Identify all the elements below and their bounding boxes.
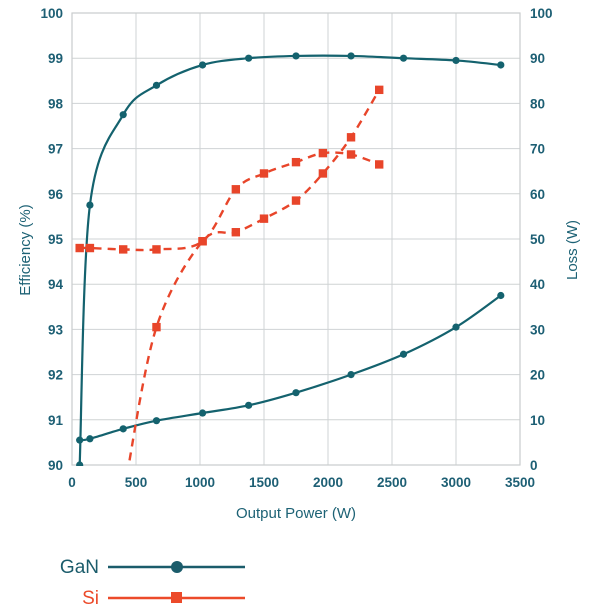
y2-tick-label: 0 (530, 458, 538, 473)
y2-tick-label: 30 (530, 322, 545, 337)
legend-label-si: Si (82, 588, 99, 609)
x-tick-label: 3000 (441, 475, 471, 490)
data-point (119, 245, 128, 254)
y-tick-label: 90 (48, 458, 63, 473)
data-point (76, 436, 84, 444)
data-point (259, 169, 269, 178)
y-axis-title: Efficiency (%) (17, 204, 34, 295)
data-point (231, 228, 241, 237)
x-tick-label: 2500 (377, 475, 407, 490)
data-point (75, 243, 84, 253)
legend-marker-si-square (171, 592, 182, 603)
y2-tick-label: 80 (530, 96, 545, 111)
data-point (291, 157, 301, 167)
x-tick-label: 1000 (185, 475, 215, 490)
y2-tick-label: 40 (530, 277, 545, 292)
data-point (119, 111, 127, 119)
x-tick-label: 1500 (249, 475, 279, 490)
data-point (318, 169, 328, 178)
data-point (347, 52, 355, 60)
data-point (152, 245, 161, 254)
data-point (452, 56, 460, 65)
data-point (346, 133, 356, 142)
y-tick-label: 96 (48, 187, 64, 202)
data-point (245, 54, 253, 62)
grid-lines (71, 12, 521, 466)
data-point (452, 323, 460, 331)
y-tick-label: 93 (48, 322, 64, 337)
data-point (152, 417, 161, 425)
data-point (318, 148, 328, 158)
data-series (75, 52, 505, 466)
y2-tick-label: 60 (530, 187, 545, 202)
plot-area-border (71, 12, 521, 466)
series-gan-loss (76, 291, 505, 444)
data-point (497, 61, 505, 69)
legend-marker-gan-circle (171, 561, 183, 573)
data-point (399, 54, 408, 62)
y2-tick-label: 10 (530, 413, 545, 428)
series-line-gan-loss (78, 294, 502, 442)
data-point (231, 185, 241, 194)
data-point (347, 371, 355, 379)
data-point (198, 61, 207, 69)
data-point (399, 350, 408, 358)
series-si-loss (75, 148, 384, 254)
y2-axis-tick-labels: 0 10 20 30 40 50 60 70 80 90 100 (530, 6, 553, 473)
x-tick-label: 2000 (313, 475, 343, 490)
data-point (198, 237, 207, 246)
x-tick-label: 500 (125, 475, 148, 490)
data-point (76, 461, 84, 466)
data-point (292, 52, 300, 60)
y2-tick-label: 90 (530, 51, 545, 66)
y-tick-label: 91 (48, 413, 64, 428)
x-axis-title: Output Power (W) (236, 505, 356, 522)
y2-axis-title: Loss (W) (564, 220, 581, 280)
data-point (86, 435, 94, 443)
y-tick-label: 99 (48, 51, 63, 66)
y-tick-label: 100 (40, 6, 63, 21)
data-point (85, 243, 95, 253)
series-si-efficiency (127, 85, 384, 466)
series-line-gan-efficiency (78, 54, 502, 466)
y2-tick-label: 70 (530, 142, 545, 157)
series-line-si-efficiency (127, 89, 381, 466)
y-tick-label: 95 (48, 232, 64, 247)
x-tick-label: 3500 (505, 475, 535, 490)
data-point (119, 425, 127, 433)
x-tick-label: 0 (68, 475, 76, 490)
y-tick-label: 94 (48, 277, 64, 292)
data-point (346, 150, 356, 159)
x-axis-tick-labels: 0 500 1000 1500 2000 2500 3000 3500 (68, 475, 535, 490)
data-point (497, 291, 505, 300)
y-tick-label: 92 (48, 368, 63, 383)
y2-tick-label: 50 (530, 232, 545, 247)
chart-legend: GaN Si (60, 557, 245, 609)
legend-label-gan: GaN (60, 557, 99, 578)
y2-tick-label: 100 (530, 6, 553, 21)
data-point (259, 214, 269, 223)
series-gan-efficiency (76, 52, 505, 466)
data-point (152, 81, 161, 89)
data-point (86, 201, 94, 209)
y2-tick-label: 20 (530, 368, 545, 383)
data-point (152, 322, 161, 332)
data-point (375, 160, 384, 169)
y-tick-label: 98 (48, 96, 64, 111)
y-tick-label: 97 (48, 142, 63, 157)
data-point (291, 196, 301, 205)
data-point (292, 389, 300, 397)
data-point (375, 85, 384, 95)
y-axis-tick-labels: 90 91 92 93 94 95 96 97 98 99 100 (40, 6, 63, 473)
data-point (245, 401, 253, 409)
data-point (198, 409, 207, 417)
series-line-si-loss (79, 151, 380, 252)
